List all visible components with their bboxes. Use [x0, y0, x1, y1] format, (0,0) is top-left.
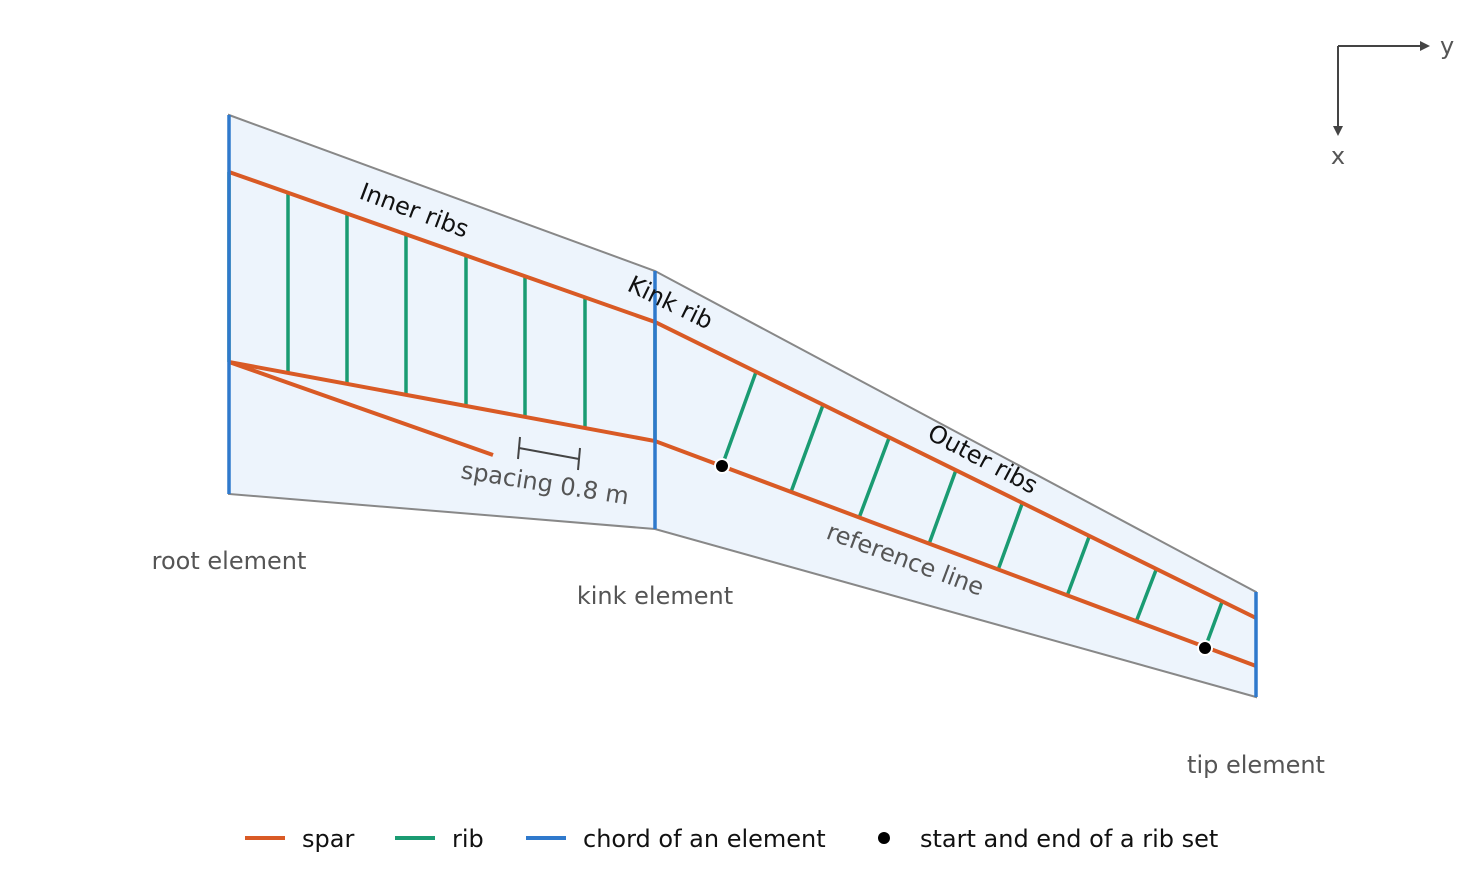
- outer-rib: [927, 469, 958, 545]
- legend-rib-label: rib: [452, 825, 484, 853]
- x-axis-arrowhead: [1333, 126, 1343, 136]
- rib-set-start-dot: [714, 458, 730, 474]
- rib-set-end-dot: [1197, 640, 1213, 656]
- tip-element-label: tip element: [1187, 751, 1325, 779]
- legend-dot-swatch: [878, 832, 890, 844]
- outer-rib: [1065, 536, 1091, 597]
- spacing-bar: [518, 447, 580, 460]
- outer-rib: [857, 437, 891, 519]
- rib-set-markers: [714, 458, 1213, 656]
- axes-indicator: y x: [1331, 32, 1454, 170]
- y-axis-arrowhead: [1420, 41, 1430, 51]
- y-axis-label: y: [1440, 32, 1454, 60]
- kink-element-label: kink element: [577, 582, 733, 610]
- x-axis-label: x: [1331, 142, 1345, 170]
- outer-rib: [789, 404, 825, 493]
- element-chords: [227, 115, 1258, 697]
- outer-rib: [996, 503, 1024, 571]
- legend-spar-label: spar: [302, 825, 354, 853]
- outer-ribs: [720, 371, 1224, 649]
- outer-rib: [1134, 569, 1158, 623]
- root-element-label: root element: [152, 547, 307, 575]
- legend: spar rib chord of an element start and e…: [245, 825, 1218, 853]
- spacing-dimension: [517, 436, 581, 471]
- spacing-tick-right: [577, 447, 581, 471]
- outer-rib: [1203, 601, 1224, 649]
- legend-chord-label: chord of an element: [583, 825, 826, 853]
- outer-rib: [720, 371, 758, 467]
- legend-dot-label: start and end of a rib set: [920, 825, 1218, 853]
- spacing-tick-left: [517, 436, 521, 460]
- root-spar-stub: [228, 360, 494, 457]
